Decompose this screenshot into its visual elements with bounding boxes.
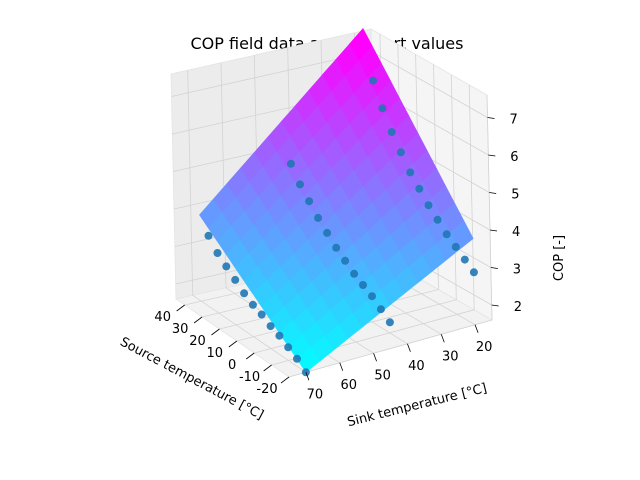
- support-point: [266, 322, 275, 331]
- z-tick-mark: [491, 304, 499, 307]
- support-point: [222, 262, 231, 271]
- support-point: [275, 331, 284, 340]
- z-tick-mark: [489, 229, 498, 232]
- x-tick-mark: [245, 352, 255, 360]
- support-point: [284, 343, 293, 352]
- support-point: [341, 256, 350, 265]
- support-point: [231, 275, 240, 284]
- y-tick-mark: [407, 343, 411, 352]
- support-point: [442, 230, 451, 239]
- support-point: [332, 243, 341, 252]
- x-tick-mark: [280, 376, 290, 384]
- support-point: [376, 305, 385, 314]
- x-tick-mark: [263, 364, 272, 372]
- support-point: [424, 201, 433, 210]
- support-point: [314, 213, 323, 222]
- x-tick-mark: [176, 304, 185, 312]
- y-tick-mark: [373, 353, 377, 362]
- support-point: [385, 318, 394, 327]
- z-tick-mark: [487, 117, 495, 119]
- x-tick-mark: [228, 340, 238, 348]
- support-point: [257, 310, 266, 319]
- z-tick-label: 2: [514, 300, 522, 315]
- support-point: [323, 228, 332, 237]
- y-tick-mark: [474, 324, 479, 333]
- support-point: [387, 128, 396, 137]
- support-point: [368, 292, 376, 301]
- x-tick-mark: [211, 328, 220, 336]
- support-point: [240, 289, 249, 298]
- z-tick-label: 7: [510, 113, 518, 128]
- y-tick-mark: [305, 372, 310, 381]
- support-points: [204, 76, 478, 377]
- z-tick-mark: [488, 154, 496, 157]
- grid-line-x: [271, 84, 475, 366]
- y-tick-mark: [339, 362, 344, 371]
- support-point: [305, 197, 314, 206]
- support-point: [213, 249, 222, 257]
- x-tick-label: 30: [172, 322, 189, 337]
- support-point: [469, 268, 478, 277]
- cop-surface: [199, 27, 474, 373]
- support-point: [350, 269, 359, 278]
- x-tick-mark: [193, 316, 203, 324]
- support-point: [204, 231, 213, 240]
- z-tick-mark: [490, 267, 498, 269]
- support-point: [433, 215, 442, 224]
- x-tick-label: 40: [154, 310, 171, 325]
- support-point: [396, 148, 405, 157]
- y-tick-label: 30: [442, 349, 459, 364]
- x-tick-label: 10: [207, 346, 224, 361]
- support-point: [286, 159, 295, 168]
- x-tick-label: 0: [228, 358, 236, 373]
- support-point: [378, 104, 387, 113]
- z-axis-label: COP [-]: [552, 235, 567, 281]
- support-point: [293, 354, 301, 363]
- y-tick-label: 40: [408, 359, 425, 374]
- y-tick-label: 60: [341, 378, 358, 393]
- surface-patch: [296, 347, 321, 373]
- support-point: [369, 76, 377, 85]
- z-tick-label: 3: [513, 263, 521, 278]
- support-point: [451, 242, 460, 251]
- z-tick-mark: [489, 192, 497, 194]
- support-point: [415, 184, 424, 193]
- x-tick-label: -10: [239, 370, 260, 385]
- z-tick-label: 6: [510, 150, 518, 165]
- support-point: [406, 168, 415, 177]
- support-point: [248, 300, 257, 309]
- z-tick-label: 5: [511, 188, 519, 203]
- y-tick-label: 20: [476, 340, 493, 355]
- support-point: [296, 180, 304, 189]
- support-point: [359, 281, 367, 289]
- y-tick-mark: [440, 334, 445, 343]
- grid-line-y: [187, 70, 307, 373]
- x-tick-label: -20: [256, 382, 277, 397]
- grid-line-x: [288, 94, 493, 378]
- x-tick-label: 20: [189, 334, 206, 349]
- z-tick-label: 4: [512, 225, 520, 240]
- y-tick-label: 50: [374, 368, 391, 383]
- support-point: [460, 255, 469, 264]
- y-tick-label: 70: [307, 387, 324, 402]
